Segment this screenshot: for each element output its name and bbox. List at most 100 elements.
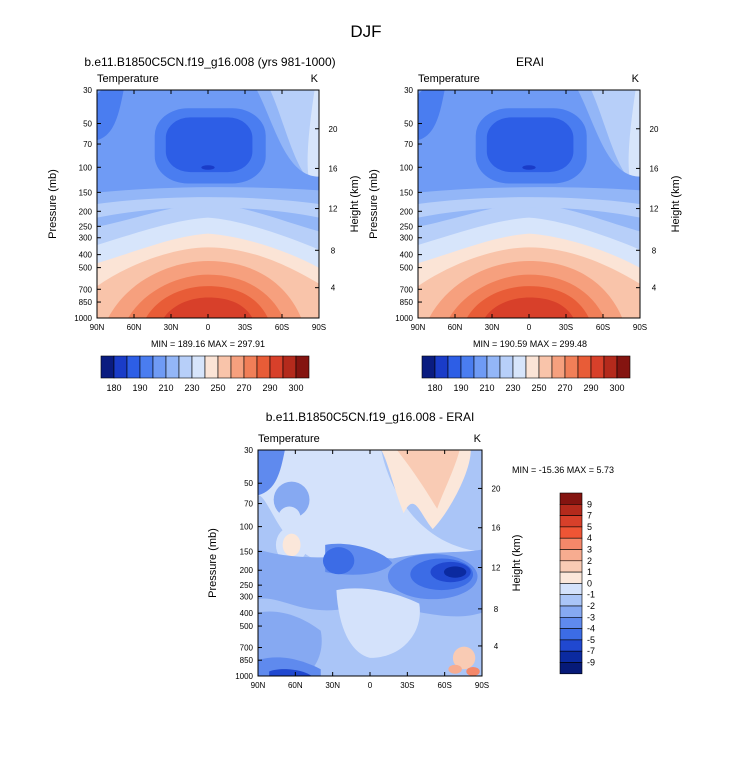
colorbar-swatch	[590, 355, 605, 379]
colorbar-swatch	[512, 355, 527, 379]
panel-a-ytick-label: 70	[83, 140, 92, 149]
colorbar-label: 300	[609, 383, 624, 393]
colorbar-swatch	[113, 355, 128, 379]
colorbar-label: 180	[106, 383, 121, 393]
colorbar-swatch	[603, 355, 618, 379]
colorbar-label: 300	[288, 383, 303, 393]
panel-b-xtick-label: 90S	[633, 323, 647, 332]
colorbar-label: -7	[587, 646, 595, 656]
panel-a-right-label: K	[311, 73, 319, 85]
difference-band	[396, 450, 460, 509]
panel-b-ytick-label: 300	[400, 234, 414, 243]
temperature-band	[418, 90, 445, 141]
colorbar-label: 190	[132, 383, 147, 393]
panel-b-right-label: K	[632, 73, 640, 85]
colorbar-swatch	[559, 549, 583, 562]
panel-b-y2tick-label: 4	[652, 284, 657, 293]
colorbar-swatch	[243, 355, 258, 379]
panel-c-axes: 90N 60N 30N 0 30S 60S 90S 30 50 70 100 150 200 250 300…	[235, 446, 501, 690]
colorbar-label: 270	[557, 383, 572, 393]
difference-band	[452, 646, 476, 670]
panel-a-xtick-label: 90N	[90, 323, 105, 332]
difference-band	[448, 664, 462, 674]
panel-a-ytick-label: 150	[79, 188, 93, 197]
colorbar-label: -3	[587, 612, 595, 622]
panel-c-xtick-label: 60N	[288, 681, 303, 690]
panel-c-xtick-label: 30N	[325, 681, 340, 690]
panel-b-ytick-label: 1000	[395, 314, 413, 323]
panel-a-ytick-label: 200	[79, 207, 93, 216]
panel-b-title: ERAI	[516, 55, 544, 69]
panel-c-ytick-label: 500	[240, 622, 254, 631]
colorbar-swatch	[559, 537, 583, 550]
panel-a-y2tick-label: 16	[329, 164, 338, 173]
panel-c-xtick-label: 90N	[251, 681, 266, 690]
panel-c-ytick-label: 300	[240, 592, 254, 601]
panel-a-y2tick-label: 4	[331, 284, 336, 293]
panel-c-ytick-label: 250	[240, 581, 254, 590]
panel-a-xtick-label: 30S	[238, 323, 252, 332]
colorbar-label: 1	[587, 567, 592, 577]
panel-c-y2tick-label: 12	[492, 564, 501, 573]
colorbar-label: 290	[262, 383, 277, 393]
panel-c-xtick-label: 0	[368, 681, 373, 690]
panel-a-minmax: MIN = 189.16 MAX = 297.91	[151, 339, 265, 349]
colorbar-swatch	[538, 355, 553, 379]
colorbar-label: 3	[587, 545, 592, 555]
colorbar-label: 7	[587, 511, 592, 521]
colorbar-swatch	[217, 355, 232, 379]
panel-a-y2tick-label: 20	[329, 125, 338, 134]
colorbar-swatch	[499, 355, 514, 379]
panel-b-axes: 90N 60N 30N 0 30S 60S 90S 30 50 70 100 150 200 250 300…	[395, 86, 659, 332]
panel-c-ytick-label: 100	[240, 523, 254, 532]
colorbar-label: 230	[505, 383, 520, 393]
colorbar-swatch	[204, 355, 219, 379]
difference-band	[282, 533, 301, 557]
panel-a-y2label: Height (km)	[349, 176, 361, 233]
colorbar-swatch	[447, 355, 462, 379]
colorbar-swatch	[616, 355, 631, 379]
panel-c-ylabel: Pressure (mb)	[207, 528, 219, 598]
panel-c-ytick-label: 50	[244, 479, 253, 488]
panel-c-ytick-label: 1000	[235, 672, 253, 681]
colorbar-swatch	[178, 355, 193, 379]
colorbar-swatch	[421, 355, 436, 379]
temperature-band	[201, 165, 215, 170]
panel-b-y2tick-label: 8	[652, 246, 657, 255]
colorbar-swatch	[559, 571, 583, 584]
colorbar-label: 5	[587, 522, 592, 532]
panel-b-xtick-label: 30S	[559, 323, 573, 332]
panel-b-ytick-label: 500	[400, 264, 414, 273]
panel-a-ytick-label: 300	[79, 234, 93, 243]
colorbar-swatch	[525, 355, 540, 379]
colorbar-swatch	[559, 492, 583, 505]
difference-band	[269, 669, 312, 676]
difference-band	[336, 588, 420, 658]
difference-band	[278, 506, 301, 530]
panel-b-xtick-label: 60S	[596, 323, 610, 332]
panel-b-contour-field	[418, 90, 640, 318]
colorbar-label: -2	[587, 601, 595, 611]
colorbar-swatch	[256, 355, 271, 379]
colorbar-swatch	[460, 355, 475, 379]
panel-c-ytick-label: 700	[240, 644, 254, 653]
panel-c-left-label: Temperature	[258, 433, 320, 445]
difference-band	[466, 666, 480, 676]
panel-c-contour-field	[258, 450, 482, 676]
panel-b-ytick-label: 70	[404, 140, 413, 149]
panel-c-y2tick-label: 20	[492, 484, 501, 493]
panel-c-right-label: K	[474, 433, 482, 445]
panel-a-left-label: Temperature	[97, 73, 159, 85]
colorbar-swatch	[551, 355, 566, 379]
colorbar-label: -4	[587, 624, 595, 634]
panel-b-minmax: MIN = 190.59 MAX = 299.48	[473, 339, 587, 349]
panel-a-y2tick-label: 8	[331, 246, 336, 255]
panel-c-ytick-label: 200	[240, 566, 254, 575]
colorbar-label: 4	[587, 533, 592, 543]
colorbar-swatch	[577, 355, 592, 379]
panel-b-ytick-label: 30	[404, 86, 413, 95]
panel-b-ytick-label: 150	[400, 188, 414, 197]
panel-a-colorbar: 180 190 210 230 250 270 290 300	[100, 355, 310, 393]
colorbar-swatch	[559, 515, 583, 528]
